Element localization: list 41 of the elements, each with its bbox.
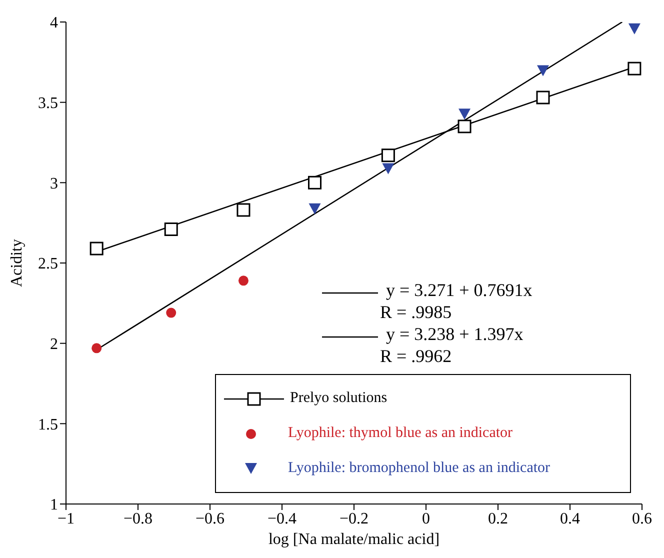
- y-tick-label: 3.5: [38, 95, 58, 112]
- y-axis-title: Acidity: [8, 239, 26, 287]
- point: [381, 148, 395, 162]
- point: [628, 23, 640, 34]
- point: [537, 65, 549, 76]
- y-tick-label: 3: [50, 175, 58, 192]
- annotation: R = .9985: [380, 302, 452, 323]
- x-tick-label: −0.8: [123, 510, 153, 528]
- legend-label: Prelyo solutions: [290, 390, 388, 407]
- x-tick-label: 0.4: [560, 510, 580, 528]
- y-tick-label: 4: [50, 14, 58, 32]
- point: [238, 276, 248, 286]
- annotation: y = 3.238 + 1.397x: [386, 324, 524, 345]
- annotation: y = 3.271 + 0.7691x: [386, 280, 532, 301]
- point: [536, 90, 550, 104]
- point: [628, 62, 642, 76]
- point: [458, 120, 472, 134]
- point: [164, 222, 178, 236]
- x-tick-label: −1: [57, 510, 75, 528]
- point: [92, 343, 102, 354]
- point: [382, 163, 394, 174]
- x-tick-label: 0.2: [488, 510, 508, 528]
- y-tick-label: 1.5: [38, 416, 58, 434]
- y-tick-label: 2.5: [38, 256, 58, 273]
- point: [308, 176, 322, 190]
- point: [90, 242, 104, 256]
- x-tick-label: −0.6: [195, 510, 225, 528]
- x-tick-label: −0.2: [339, 510, 369, 528]
- x-tick-label: 0.6: [632, 510, 652, 528]
- point: [458, 108, 471, 120]
- y-tick-label: 1: [50, 496, 58, 514]
- point: [308, 203, 321, 214]
- point: [166, 308, 176, 318]
- annotation: R = .9962: [380, 346, 452, 367]
- legend-label: Lyophile: bromophenol blue as an indicator: [288, 460, 550, 477]
- legend-label: Lyophile: thymol blue as an indicator: [288, 425, 513, 442]
- x-tick-label: −0.4: [267, 510, 297, 528]
- x-axis-title: log [Na malate/malic acid]: [268, 531, 440, 548]
- x-tick-label: 0: [422, 510, 430, 528]
- y-tick-label: 2: [50, 336, 58, 354]
- point: [236, 203, 250, 217]
